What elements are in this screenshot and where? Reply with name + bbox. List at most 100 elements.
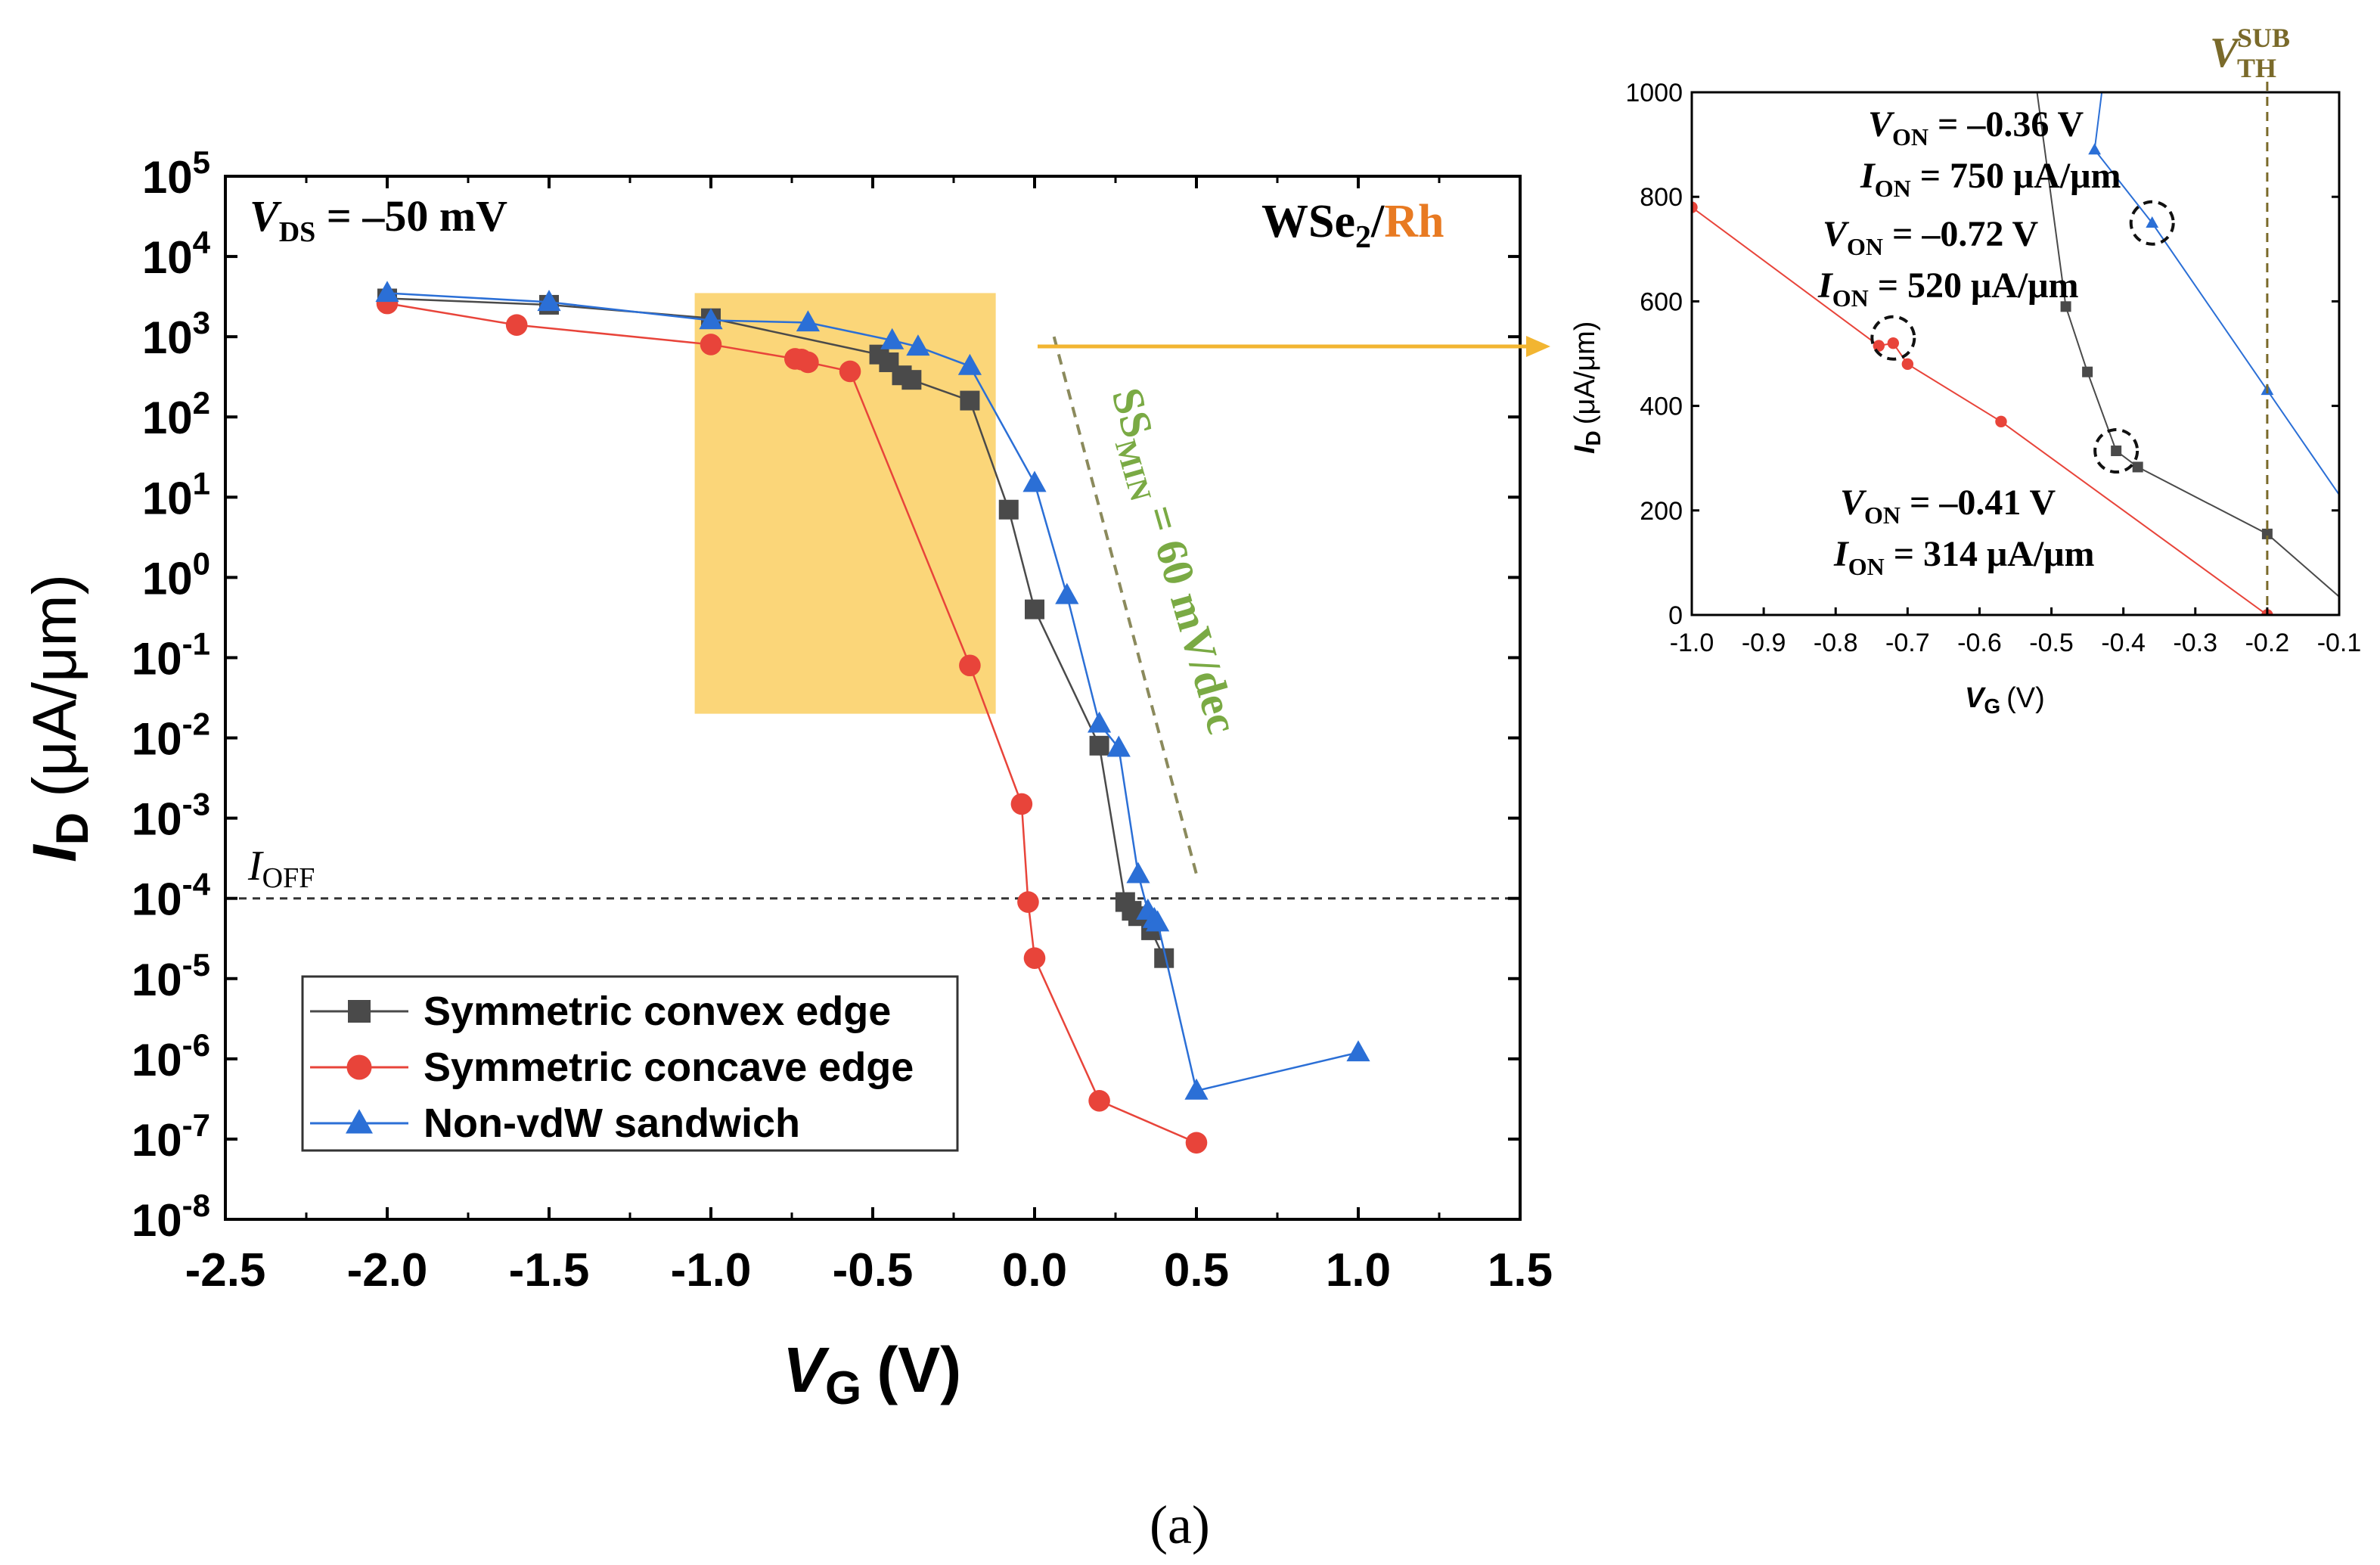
main-y-tick-label: 10-3 <box>132 787 210 845</box>
main-series-group <box>375 281 1370 1154</box>
inset-y-tick-label: 800 <box>1640 183 1683 212</box>
main-point-s2 <box>700 334 722 356</box>
main-point-s2 <box>1185 1132 1208 1154</box>
legend: Symmetric convex edge Symmetric concave e… <box>301 975 959 1152</box>
inset-x-tick-label: -0.3 <box>2173 629 2217 657</box>
main-point-s2 <box>797 351 819 374</box>
inset-x-tick-label: -0.7 <box>1885 629 1930 657</box>
inset-point-s2 <box>1873 340 1885 352</box>
inset-x-tick-label: -0.6 <box>1957 629 2002 657</box>
vth-sub: TH <box>2237 53 2276 83</box>
inset-point-s3 <box>2146 216 2159 228</box>
main-point-s3 <box>957 353 982 375</box>
inset-point-s2 <box>1995 415 2007 428</box>
inset-point-s1 <box>2111 446 2122 457</box>
vth-label: V <box>2210 29 2242 76</box>
main-point-s2 <box>1088 1090 1110 1112</box>
inset-y-tick-label: 1000 <box>1625 79 1683 107</box>
legend-items: Symmetric convex edge Symmetric concave e… <box>310 989 914 1146</box>
inset-x-tick-label: -0.8 <box>1814 629 1858 657</box>
inset-highlight-circle-2 <box>1870 315 1916 361</box>
inset-point-s2 <box>1692 201 1698 213</box>
inset-y-tick-label: 600 <box>1640 287 1683 316</box>
main-point-s3 <box>375 281 399 303</box>
ioff-label: IOFF <box>247 843 315 894</box>
inset-label-1-von: VON = –0.36 V <box>1868 104 2084 151</box>
inset-label-3-ion: ION = 314 μA/μm <box>1833 534 2094 580</box>
inset-label-2-von: VON = –0.72 V <box>1823 214 2039 260</box>
inset-label-2: VON = –0.72 V ION = 520 μA/μm <box>1817 214 2078 312</box>
inset-highlight-circle-3 <box>2093 428 2140 474</box>
main-point-s2 <box>1023 947 1046 969</box>
main-y-tick-label: 10-2 <box>132 706 210 765</box>
main-point-s1 <box>998 499 1019 520</box>
inset-x-axis-title: VG (V) <box>1965 682 2045 718</box>
main-x-tick-label: -2.0 <box>347 1244 428 1296</box>
legend-marker-1 <box>348 1000 371 1023</box>
inset-x-tick-label: -0.9 <box>1742 629 1786 657</box>
main-y-tick-label: 10-7 <box>132 1107 210 1166</box>
main-point-s2 <box>1017 891 1039 913</box>
main-x-tick-label: -0.5 <box>833 1244 914 1296</box>
legend-label-2: Symmetric concave edge <box>424 1045 914 1090</box>
main-y-tick-label: 10-8 <box>132 1188 210 1246</box>
legend-label-1: Symmetric convex edge <box>424 989 891 1034</box>
inset-y-tick-label: 200 <box>1640 497 1683 526</box>
inset-point-s1 <box>2261 528 2273 539</box>
main-axis-ticks: -2.5 -2.0 -1.5 -1.0 -0.5 0.0 0.5 1.0 1.5 105 104 10… <box>132 144 1553 1296</box>
main-x-tick-label: 0.5 <box>1164 1244 1229 1296</box>
main-y-tick-label: 105 <box>142 144 210 203</box>
inset-point-s2 <box>1901 358 1914 371</box>
main-y-tick-label: 104 <box>142 225 211 283</box>
legend-marker-2 <box>346 1054 372 1080</box>
legend-label-3: Non-vdW sandwich <box>424 1101 800 1146</box>
main-y-tick-label: 100 <box>142 545 210 604</box>
main-point-s3 <box>796 310 820 332</box>
inset-x-tick-label: -0.5 <box>2029 629 2074 657</box>
main-point-s1 <box>1089 735 1109 756</box>
main-point-s1 <box>1025 599 1044 619</box>
main-point-s3 <box>1106 735 1131 757</box>
inset-y-axis-title: ID(μA/μm) <box>1569 321 1605 454</box>
main-y-tick-label: 10-4 <box>132 867 211 925</box>
ss-min-line <box>1052 336 1198 875</box>
inset-x-tick-label: -0.2 <box>2245 629 2290 657</box>
inset-series-group <box>1692 92 2339 615</box>
vds-annotation: VDS = –50 mV <box>250 191 507 248</box>
inset-label-1-ion: ION = 750 μA/μm <box>1860 156 2121 202</box>
main-x-tick-label: 1.0 <box>1326 1244 1391 1296</box>
inset-y-tick-label: 0 <box>1668 601 1683 630</box>
main-chart: -2.5 -2.0 -1.5 -1.0 -0.5 0.0 0.5 1.0 1.5 105 104 10… <box>20 144 1553 1414</box>
main-point-s1 <box>960 390 980 411</box>
inset-point-s2 <box>1887 337 1900 349</box>
main-point-s3 <box>1184 1078 1209 1100</box>
figure-label: (a) <box>1150 1495 1210 1555</box>
main-y-tick-label: 10-6 <box>132 1027 210 1085</box>
inset-label-2-ion: ION = 520 μA/μm <box>1817 265 2078 312</box>
main-y-tick-label: 10-1 <box>132 626 210 684</box>
inset-label-3-von: VON = –0.41 V <box>1840 483 2056 529</box>
material-annotation: WSe2/Rh <box>1261 196 1444 255</box>
inset-chart: -1.0 -0.9 -0.8 -0.7 -0.6 -0.5 -0.4 -0.3 -0.2 -0.1… <box>1569 23 2361 718</box>
inset-axis-ticks: -1.0 -0.9 -0.8 -0.7 -0.6 -0.5 -0.4 -0.3 -0.2 -0.1… <box>1625 79 2361 657</box>
main-x-tick-label: -2.5 <box>185 1244 266 1296</box>
main-point-s2 <box>1010 793 1033 815</box>
inset-point-s1 <box>2082 366 2093 377</box>
main-x-tick-label: 0.0 <box>1002 1244 1067 1296</box>
main-x-axis-title: VG (V) <box>783 1334 961 1414</box>
inset-point-s1 <box>2132 461 2143 473</box>
main-x-tick-label: -1.5 <box>509 1244 590 1296</box>
main-point-s3 <box>1022 470 1047 492</box>
main-point-s2 <box>505 314 528 336</box>
main-point-s2 <box>839 360 861 383</box>
inset-x-tick-label: -1.0 <box>1670 629 1714 657</box>
main-y-tick-label: 103 <box>142 305 210 363</box>
main-point-s3 <box>906 334 930 356</box>
main-x-tick-label: -1.0 <box>671 1244 752 1296</box>
main-point-s3 <box>1346 1040 1370 1062</box>
main-point-s3 <box>1146 910 1170 932</box>
inset-x-tick-label: -0.1 <box>2317 629 2362 657</box>
main-y-tick-label: 10-5 <box>132 947 210 1005</box>
inset-label-3: VON = –0.41 V ION = 314 μA/μm <box>1833 483 2094 580</box>
